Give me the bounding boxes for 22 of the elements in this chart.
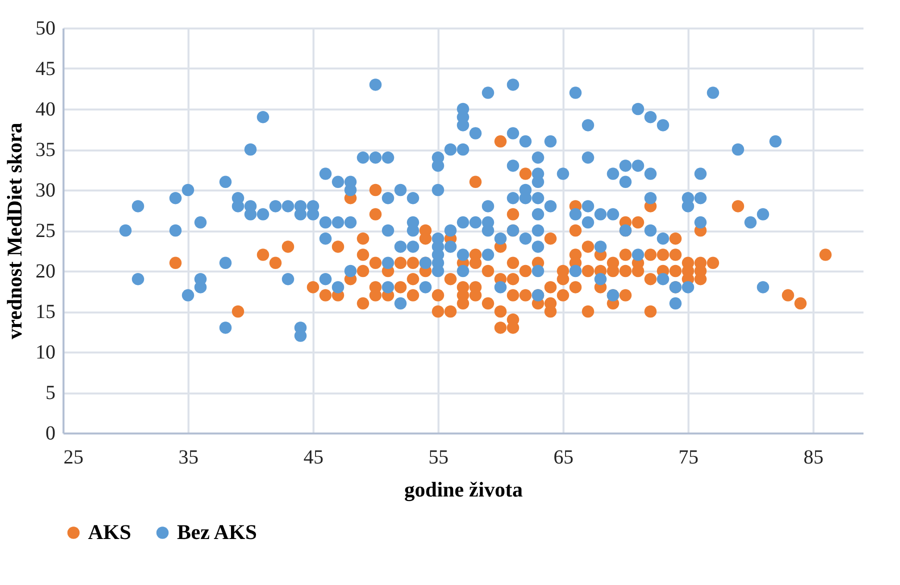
x-tick-label: 55 [428,446,448,468]
legend-label: Bez AKS [177,520,257,544]
y-tick-label: 30 [36,180,56,202]
y-axis-title: vrednost MedDiet skora [2,122,26,340]
x-tick-label: 65 [554,446,574,468]
y-tick-label: 35 [36,139,56,161]
x-tick-label: 75 [678,446,698,468]
x-tick-label: 35 [178,446,198,468]
y-tick-label: 25 [36,220,56,242]
y-tick-label: 10 [36,342,56,364]
y-tick-label: 15 [36,301,56,323]
legend-label: AKS [88,520,132,544]
y-tick-label: 20 [36,260,56,282]
x-tick-label: 25 [64,446,84,468]
y-tick-label: 45 [36,58,56,80]
y-tick-label: 0 [46,422,56,444]
y-tick-label: 50 [36,18,56,40]
y-tick-label: 5 [46,382,56,404]
x-tick-label: 85 [804,446,824,468]
x-axis-title: godine života [404,478,524,502]
y-tick-label: 40 [36,98,56,120]
x-tick-label: 45 [304,446,324,468]
